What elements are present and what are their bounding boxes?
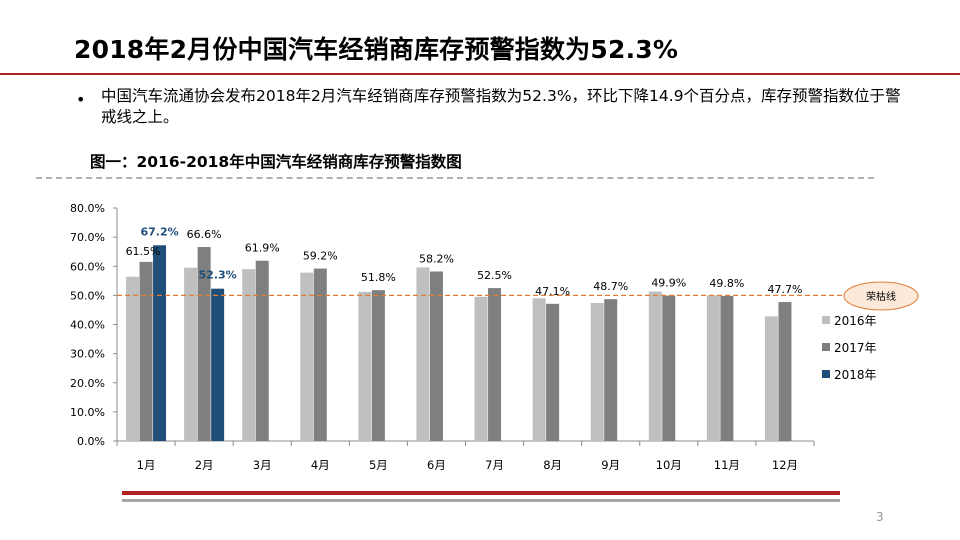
bar-2017年-7月 <box>488 288 502 441</box>
bar-2017年-6月 <box>429 271 443 441</box>
bar-2017年-5月 <box>371 290 385 441</box>
data-label: 49.9% <box>651 277 686 290</box>
y-tick-label: 60.0% <box>70 260 105 273</box>
legend-swatch <box>822 316 830 324</box>
threshold-callout <box>843 281 919 311</box>
bar-2016年-10月 <box>648 291 662 441</box>
data-label: 47.7% <box>767 283 802 296</box>
legend-swatch <box>822 370 830 378</box>
x-tick-label: 5月 <box>369 458 388 472</box>
y-tick-label: 80.0% <box>70 202 105 215</box>
y-tick-label: 40.0% <box>70 319 105 332</box>
data-label: 49.8% <box>709 277 744 290</box>
legend-label: 2016年 <box>834 314 877 328</box>
legend-label: 2017年 <box>834 341 877 355</box>
x-tick-label: 8月 <box>543 458 562 472</box>
x-tick-label: 1月 <box>137 458 156 472</box>
data-label: 52.3% <box>199 269 237 282</box>
bar-2016年-9月 <box>590 302 604 441</box>
page-title: 2018年2月份中国汽车经销商库存预警指数为52.3% <box>74 35 679 64</box>
x-tick-label: 11月 <box>714 458 740 472</box>
bar-2016年-6月 <box>416 267 430 441</box>
threshold-label: 荣枯线 <box>866 290 896 303</box>
data-label: 61.9% <box>245 242 280 255</box>
data-label: 51.8% <box>361 271 396 284</box>
legend-swatch <box>822 343 830 351</box>
bar-2017年-3月 <box>255 260 269 441</box>
bar-2016年-1月 <box>126 276 140 441</box>
data-label: 58.2% <box>419 252 454 265</box>
title-divider <box>0 73 960 75</box>
bullet-marker: • <box>76 90 86 109</box>
data-label: 66.6% <box>187 228 222 241</box>
bar-2016年-12月 <box>764 316 778 441</box>
bar-2016年-4月 <box>300 272 314 441</box>
bar-2016年-8月 <box>532 298 546 441</box>
bar-2017年-11月 <box>720 295 734 441</box>
y-tick-label: 50.0% <box>70 289 105 302</box>
figure-title: 图一：2016-2018年中国汽车经销商库存预警指数图 <box>90 153 462 171</box>
footer-red-bar <box>122 491 840 495</box>
bar-2017年-8月 <box>546 303 560 441</box>
bar-2018年-2月 <box>211 288 225 441</box>
page-number: 3 <box>876 510 884 524</box>
y-tick-label: 20.0% <box>70 377 105 390</box>
x-tick-label: 4月 <box>311 458 330 472</box>
data-label: 48.7% <box>593 280 628 293</box>
y-tick-label: 30.0% <box>70 348 105 361</box>
bar-2017年-1月 <box>139 261 153 441</box>
legend-label: 2018年 <box>834 368 877 382</box>
y-tick-label: 10.0% <box>70 406 105 419</box>
data-label: 59.2% <box>303 250 338 263</box>
bar-2016年-11月 <box>706 295 720 441</box>
data-label: 52.5% <box>477 269 512 282</box>
bar-2017年-10月 <box>662 295 676 441</box>
x-tick-label: 6月 <box>427 458 446 472</box>
bar-2017年-4月 <box>313 268 327 441</box>
bar-2017年-12月 <box>778 302 792 441</box>
bullet-text: 中国汽车流通协会发布2018年2月汽车经销商库存预警指数为52.3%，环比下降1… <box>101 87 901 126</box>
footer-gray-bar <box>122 499 840 502</box>
dashed-divider <box>36 177 874 179</box>
bar-2016年-3月 <box>242 269 256 441</box>
data-label: 67.2% <box>140 225 178 238</box>
data-label: 61.5% <box>126 245 161 258</box>
x-tick-label: 3月 <box>253 458 272 472</box>
data-label: 47.1% <box>535 285 570 298</box>
x-tick-label: 10月 <box>656 458 682 472</box>
x-tick-label: 12月 <box>772 458 798 472</box>
x-tick-label: 2月 <box>195 458 214 472</box>
y-tick-label: 0.0% <box>77 435 105 448</box>
x-tick-label: 9月 <box>601 458 620 472</box>
bar-2016年-7月 <box>474 296 488 441</box>
y-tick-label: 70.0% <box>70 231 105 244</box>
bar-2016年-5月 <box>358 291 372 441</box>
x-tick-label: 7月 <box>485 458 504 472</box>
bar-2018年-1月 <box>153 245 167 441</box>
bar-2016年-2月 <box>184 267 198 441</box>
bar-2017年-9月 <box>604 299 618 441</box>
